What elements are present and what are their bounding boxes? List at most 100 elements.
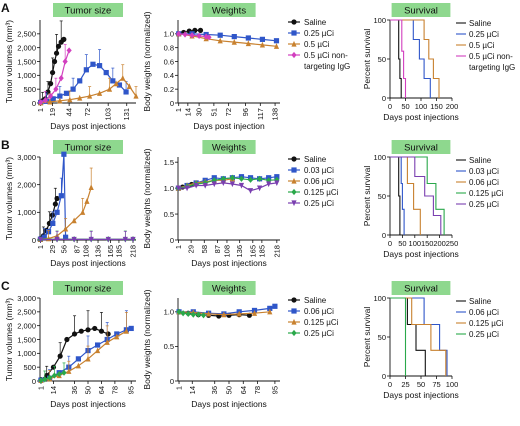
series-line	[390, 297, 407, 376]
data-point	[95, 347, 101, 354]
legend-label: Saline	[469, 19, 492, 28]
y-axis-label: Body weights (normalized)	[142, 148, 152, 248]
series-line	[390, 297, 447, 376]
x-tick-label: 87	[73, 245, 82, 253]
legend-marker	[291, 156, 297, 162]
data-point	[75, 356, 81, 362]
legend-label: 0.5 µCi non-	[469, 52, 513, 61]
data-point	[54, 209, 60, 215]
chart-title: Survival	[404, 6, 438, 17]
data-point	[104, 339, 110, 345]
x-tick-label: 150	[430, 102, 443, 111]
data-point	[273, 38, 280, 44]
data-point	[41, 234, 47, 240]
x-tick-label: 78	[110, 386, 119, 394]
y-axis-label: Tumor volumes (mm³)	[4, 298, 14, 381]
x-tick-label: 250	[446, 239, 459, 248]
data-point	[123, 328, 129, 334]
legend-label: 0.25 µCi	[304, 329, 334, 338]
data-point	[61, 36, 67, 42]
y-tick-label: 3,000	[17, 153, 36, 162]
legend-label: 0.25 µCi	[469, 200, 499, 209]
data-point	[96, 90, 103, 96]
x-tick-label: 136	[94, 245, 103, 258]
x-tick-label: 1	[36, 245, 45, 249]
panel-label: B	[1, 138, 10, 152]
data-point	[123, 89, 129, 95]
series-line	[390, 19, 440, 98]
data-point	[238, 182, 245, 189]
x-tick-label: 1	[36, 108, 45, 112]
data-point	[116, 82, 123, 88]
data-point	[96, 63, 103, 69]
data-point	[114, 333, 120, 340]
data-point	[49, 69, 56, 76]
x-tick-label: 25	[401, 380, 409, 389]
data-point	[259, 36, 266, 42]
data-point	[38, 377, 44, 384]
y-tick-label: 2,000	[17, 43, 36, 52]
x-tick-label: 1	[174, 108, 183, 112]
y-tick-label: 50	[378, 55, 386, 64]
x-tick-label: 19	[48, 108, 57, 116]
legend-label: 0.06 µCi	[304, 177, 334, 186]
x-tick-label: 78	[253, 386, 262, 394]
title-box	[53, 281, 123, 295]
data-point	[54, 195, 60, 202]
x-tick-label: 200	[446, 102, 459, 111]
series-line	[178, 33, 277, 47]
data-point	[77, 94, 83, 101]
series-green	[38, 362, 67, 384]
y-tick-label: 0.8	[164, 43, 174, 52]
legend-marker	[291, 200, 297, 207]
data-point	[84, 198, 90, 204]
series-magenta	[38, 44, 72, 106]
data-point	[274, 174, 280, 180]
x-tick-label: 95	[270, 386, 279, 394]
data-point	[217, 32, 223, 38]
x-tick-label: 29	[187, 245, 196, 253]
y-tick-label: 1,500	[17, 57, 36, 66]
x-axis-label: Days post injections	[50, 399, 126, 409]
data-point	[120, 75, 126, 81]
data-point	[63, 234, 69, 240]
title-box	[391, 140, 451, 154]
legend-marker	[291, 30, 297, 36]
x-tick-label: 103	[104, 108, 113, 121]
data-point	[130, 236, 136, 243]
x-tick-label: 64	[239, 386, 248, 394]
series-blue	[390, 297, 448, 376]
y-axis-label: Percent survival	[362, 29, 372, 90]
legend-marker	[291, 188, 297, 196]
x-tick-label: 100	[415, 102, 428, 111]
data-point	[196, 32, 202, 40]
legend-label: Saline	[469, 297, 492, 306]
data-point	[106, 86, 113, 92]
legend-label: 0.25 µCi	[469, 30, 499, 39]
x-tick-label: 136	[235, 245, 244, 258]
data-point	[273, 43, 280, 49]
y-tick-label: 50	[378, 192, 386, 201]
y-axis-label: Tumor volumes (mm³)	[4, 20, 14, 103]
y-axis-label: Percent survival	[362, 166, 372, 227]
data-point	[245, 35, 251, 41]
data-point	[88, 236, 94, 243]
legend-label: 0.5 µCi	[304, 40, 330, 49]
legend-label: 0.06 µCi	[469, 178, 499, 187]
x-tick-label: 50	[417, 380, 425, 389]
data-point	[87, 92, 93, 99]
x-tick-label: 218	[129, 245, 138, 258]
data-point	[105, 331, 111, 337]
data-point	[221, 311, 227, 318]
data-point	[66, 368, 72, 374]
x-tick-label: 100	[446, 380, 459, 389]
data-point	[245, 40, 251, 47]
legend-label: 0.125 µCi	[469, 189, 504, 198]
data-point	[63, 90, 70, 96]
data-point	[47, 92, 54, 100]
y-tick-label: 0.5	[164, 342, 174, 351]
legend-label: Saline	[469, 156, 492, 165]
chart-title: Tumor size	[65, 284, 112, 295]
title-box	[53, 140, 123, 154]
